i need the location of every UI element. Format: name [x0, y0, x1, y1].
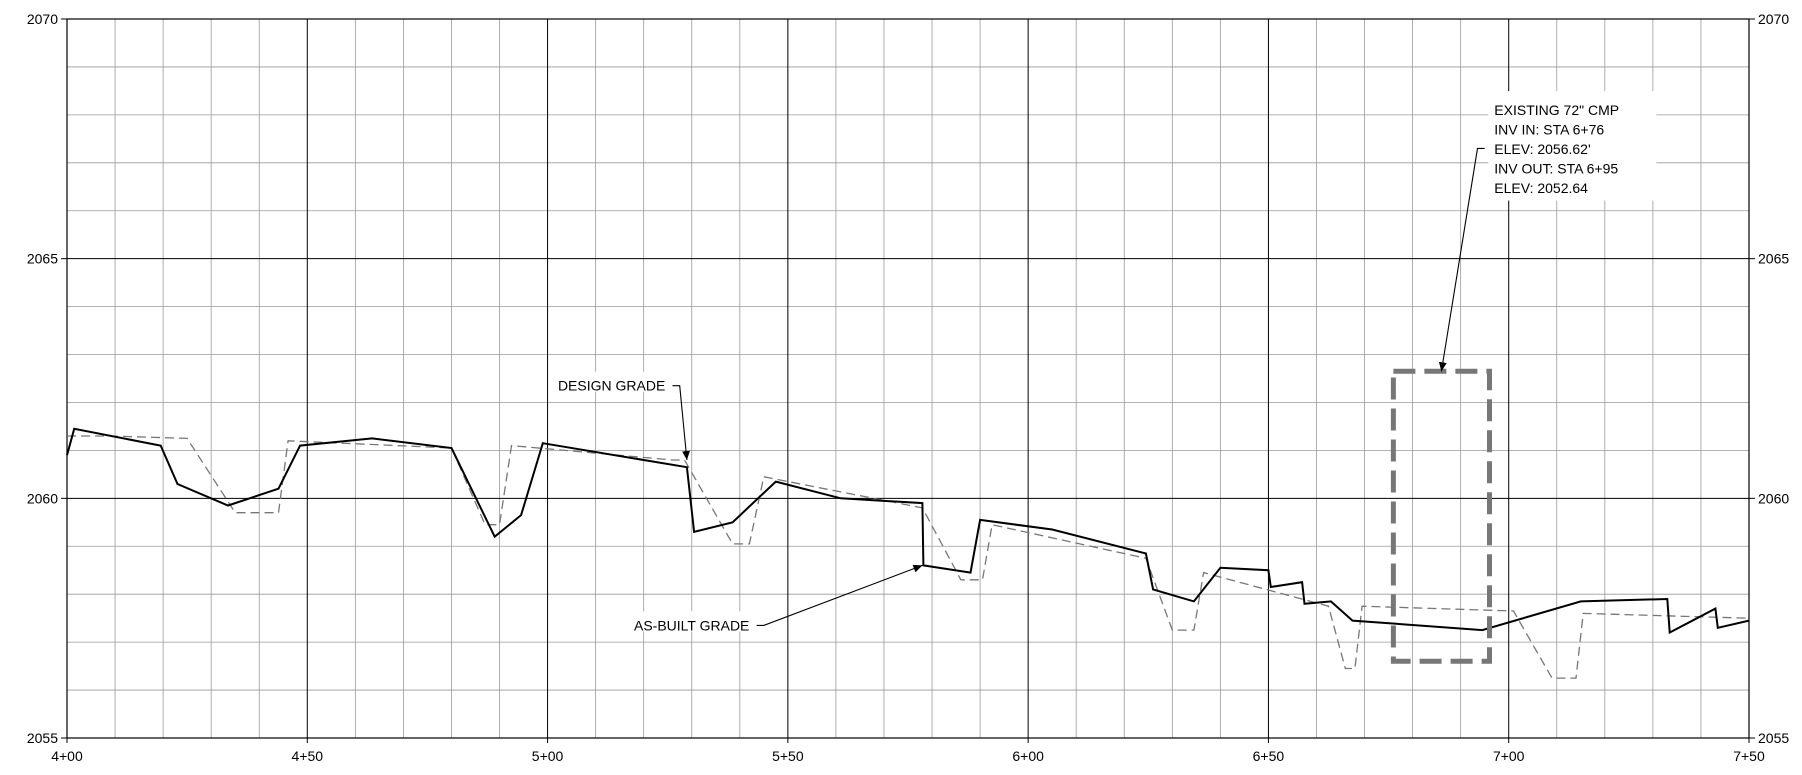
- y-tick-label-right: 2065: [1758, 251, 1789, 267]
- x-tick-label: 5+00: [532, 748, 564, 764]
- x-tick-label: 7+00: [1493, 748, 1525, 764]
- x-tick-label: 4+00: [51, 748, 83, 764]
- x-tick-label: 6+50: [1253, 748, 1285, 764]
- x-tick-label: 6+00: [1012, 748, 1044, 764]
- existing-cmp-leader-arrow: [1438, 147, 1485, 372]
- design-grade-line: [67, 435, 1750, 679]
- existing-cmp-label-line: ELEV: 2052.64: [1494, 180, 1588, 196]
- x-tick-label: 4+50: [292, 748, 324, 764]
- existing-cmp-label-background: [1488, 91, 1657, 201]
- existing-cmp-label-line: ELEV: 2056.62': [1494, 141, 1590, 157]
- existing-cmp-label-line: INV OUT: STA 6+95: [1494, 161, 1618, 177]
- x-tick-label: 7+50: [1733, 748, 1765, 764]
- y-tick-label-left: 2065: [27, 251, 58, 267]
- annotation-layer: DESIGN GRADE AS-BUILT GRADE EXISTING 72" C…: [558, 91, 1657, 633]
- as-built-grade-line: [66, 427, 1750, 635]
- as-built-grade-label-line: AS-BUILT GRADE: [634, 617, 749, 633]
- y-tick-label-right: 2070: [1758, 11, 1789, 27]
- design-grade-leader-arrow: [672, 385, 691, 461]
- major-gridlines: [66, 18, 1750, 739]
- callout-layer: [1390, 368, 1492, 664]
- y-tick-label-right: 2055: [1758, 730, 1789, 746]
- existing-cmp-label-line: INV IN: STA 6+76: [1494, 122, 1604, 138]
- as-built-grade-label-background: [631, 611, 752, 632]
- design-grade-label-background: [563, 371, 668, 392]
- existing-cmp-label-line: EXISTING 72" CMP: [1494, 102, 1619, 118]
- series-layer: [66, 427, 1750, 679]
- plot-frame: [66, 18, 1750, 739]
- culvert-callout-box: [1390, 368, 1492, 664]
- y-tick-label-left: 2060: [27, 490, 58, 506]
- y-tick-label-right: 2060: [1758, 490, 1789, 506]
- y-tick-label-left: 2055: [27, 730, 58, 746]
- y-tick-label-left: 2070: [27, 11, 58, 27]
- axis-tick-labels: 4+00 4+50 5+00 5+50 6+00 6+50 7+00 7+50 2055 2055…: [27, 11, 1790, 764]
- minor-gridlines: [67, 19, 1749, 738]
- as-built-grade-leader-arrow: [756, 564, 923, 626]
- x-tick-label: 5+50: [772, 748, 804, 764]
- design-grade-label-line: DESIGN GRADE: [558, 378, 665, 394]
